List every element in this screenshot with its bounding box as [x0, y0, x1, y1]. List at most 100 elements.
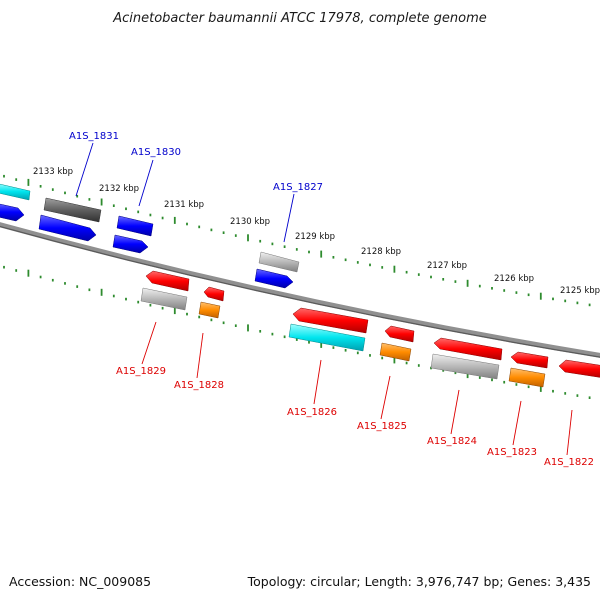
callout-line	[196, 332, 204, 379]
minor-tick	[576, 394, 579, 397]
gene-arrow-red[interactable]	[145, 270, 190, 292]
gene-block-orange[interactable]	[379, 342, 412, 362]
major-tick	[247, 324, 249, 332]
minor-tick	[112, 294, 115, 298]
callout-line	[566, 409, 573, 456]
reverse-callout-lines	[141, 321, 573, 456]
gene-label[interactable]: A1S_1827	[273, 182, 323, 193]
backbone-shadow	[0, 225, 600, 358]
gene-label[interactable]: A1S_1829	[116, 366, 166, 377]
gene-block-cyan[interactable]	[0, 183, 31, 201]
minor-tick	[564, 299, 567, 303]
major-tick	[466, 371, 469, 379]
kbp-label: 2127 kbp	[427, 261, 467, 271]
gene-block-orange[interactable]	[198, 301, 221, 319]
minor-tick	[15, 178, 18, 181]
minor-tick	[198, 315, 201, 319]
minor-tick	[478, 284, 481, 288]
gene-label[interactable]: A1S_1822	[544, 457, 594, 468]
minor-tick	[259, 330, 262, 333]
major-tick	[320, 250, 323, 258]
minor-tick	[51, 278, 54, 282]
gene-block-dark[interactable]	[43, 197, 102, 223]
gene-arrow-red[interactable]	[203, 286, 225, 302]
kbp-label: 2129 kbp	[295, 232, 335, 242]
minor-tick	[417, 364, 420, 367]
minor-tick	[234, 324, 237, 327]
minor-tick	[527, 293, 530, 297]
gene-arrow-red[interactable]	[292, 307, 369, 334]
gene-label[interactable]: A1S_1824	[427, 436, 477, 447]
callout-line	[450, 389, 460, 435]
gene-arrow-red[interactable]	[384, 325, 415, 343]
kbp-label: 2131 kbp	[164, 200, 204, 210]
minor-tick	[491, 378, 493, 382]
forward-strand-genes	[0, 183, 300, 289]
callout-line	[283, 193, 295, 243]
gene-block-grey[interactable]	[430, 353, 500, 380]
minor-tick	[3, 174, 5, 178]
gene-label[interactable]: A1S_1826	[287, 407, 337, 418]
minor-tick	[381, 356, 384, 360]
minor-tick	[503, 289, 506, 292]
minor-tick	[564, 392, 567, 395]
minor-tick	[503, 380, 506, 384]
gene-arrow-red[interactable]	[510, 351, 549, 369]
gene-label[interactable]: A1S_1831	[69, 131, 119, 142]
gene-arrow-blue[interactable]	[0, 203, 25, 222]
gene-arrow-blue[interactable]	[254, 268, 294, 289]
minor-tick	[125, 297, 127, 301]
minor-tick	[442, 278, 445, 281]
gene-label[interactable]: A1S_1825	[357, 421, 407, 432]
accession-text: Accession: NC_009085	[9, 574, 151, 589]
gene-block-grey[interactable]	[140, 287, 188, 311]
minor-tick	[308, 250, 310, 254]
minor-tick	[369, 354, 371, 357]
kbp-label: 2133 kbp	[33, 167, 73, 177]
map-title: Acinetobacter baumannii ATCC 17978, comp…	[112, 11, 487, 26]
minor-tick	[210, 228, 213, 232]
minor-tick	[356, 261, 359, 264]
minor-tick	[344, 349, 347, 352]
gene-arrow-blue[interactable]	[38, 214, 97, 242]
callout-line	[380, 375, 391, 420]
minor-tick	[39, 275, 42, 279]
minor-tick	[15, 269, 18, 272]
gene-block-blue[interactable]	[116, 215, 154, 237]
minor-tick	[308, 341, 310, 344]
minor-tick	[186, 222, 188, 226]
minor-tick	[210, 318, 213, 322]
gene-arrow-red[interactable]	[433, 337, 503, 361]
minor-tick	[88, 198, 91, 201]
callout-line	[138, 159, 154, 207]
forward-gene-labels: A1S_1831 A1S_1830 A1S_1827	[69, 131, 323, 193]
major-tick	[173, 216, 176, 224]
major-tick	[173, 307, 176, 315]
minor-tick	[588, 396, 591, 399]
gene-label[interactable]: A1S_1830	[131, 147, 181, 158]
gene-arrow-red[interactable]	[558, 359, 600, 378]
minor-tick	[332, 256, 335, 259]
minor-tick	[271, 242, 274, 246]
gene-block-grey[interactable]	[258, 251, 300, 273]
minor-tick	[576, 301, 579, 305]
minor-tick	[137, 300, 140, 304]
minor-tick	[332, 346, 335, 349]
gene-label[interactable]: A1S_1823	[487, 447, 537, 458]
minor-tick	[161, 216, 164, 220]
minor-tick	[405, 270, 408, 274]
gene-block-orange[interactable]	[508, 367, 546, 388]
minor-tick	[112, 204, 115, 207]
major-tick	[393, 265, 396, 273]
gene-arrow-blue[interactable]	[112, 234, 149, 254]
gene-block-cyan[interactable]	[288, 323, 366, 352]
outer-tick-row	[3, 174, 591, 307]
minor-tick	[271, 332, 274, 336]
genome-backbone	[0, 222, 600, 358]
major-tick	[393, 356, 396, 364]
gene-label[interactable]: A1S_1828	[174, 380, 224, 391]
major-tick	[466, 279, 469, 287]
minor-tick	[417, 273, 420, 276]
minor-tick	[51, 188, 54, 191]
